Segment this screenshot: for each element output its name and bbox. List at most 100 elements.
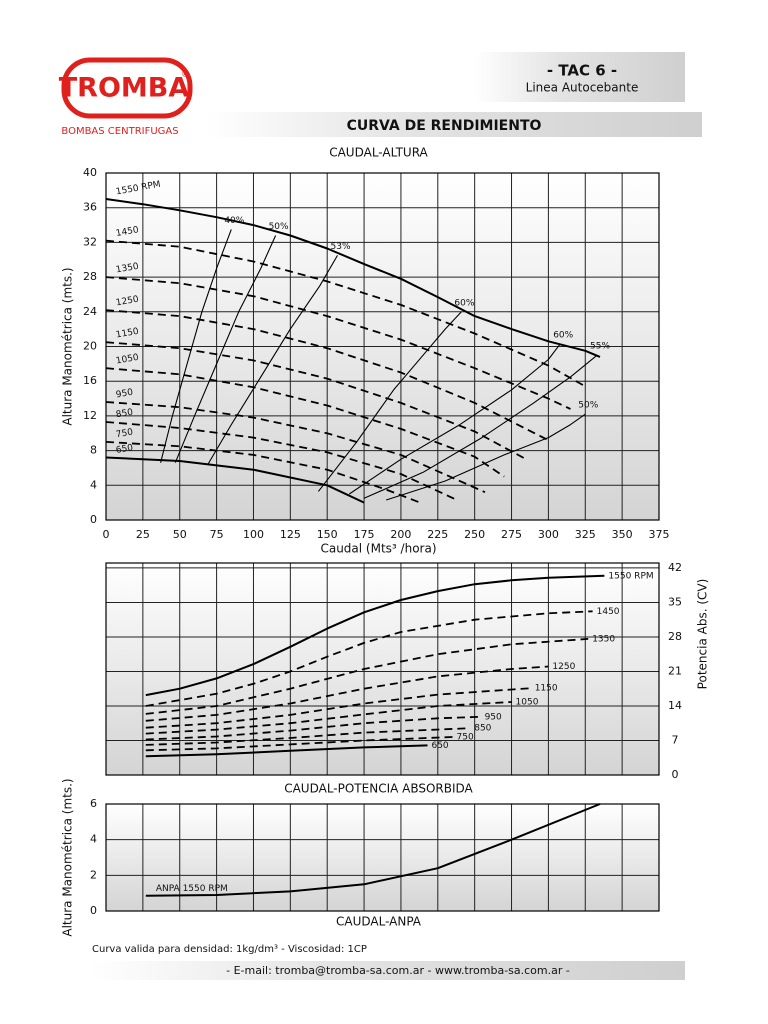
y-tick-label: 32: [83, 235, 97, 248]
y-axis-label: Altura Manométrica (mts.): [61, 778, 75, 936]
x-axis-label: Caudal (Mts³ /hora): [320, 542, 436, 556]
curve-label: 60%: [454, 298, 474, 308]
y-tick-label: 24: [83, 305, 97, 318]
curve: [174, 235, 277, 463]
curve: [145, 610, 593, 707]
curve-label: 1550 RPM: [608, 571, 653, 581]
chart-title: CAUDAL-ALTURA: [329, 146, 428, 160]
curve-label: 850: [474, 724, 491, 734]
curve-label: 50%: [269, 222, 289, 232]
x-tick-label: 50: [173, 528, 187, 541]
curve-label: 1350: [115, 262, 140, 276]
curve-label: 1050: [516, 698, 539, 708]
y-tick-label: 28: [83, 270, 97, 283]
curve: [105, 309, 549, 442]
y-tick-label: 28: [668, 630, 682, 643]
footer: - E-mail: tromba@tromba-sa.com.ar - www.…: [226, 964, 570, 977]
y-tick-label: 21: [668, 664, 682, 677]
y-tick-label: 0: [90, 513, 97, 526]
chart-title: CAUDAL-ANPA: [336, 915, 422, 929]
x-tick-label: 200: [390, 528, 411, 541]
curve: [145, 687, 531, 729]
curve: [363, 354, 598, 499]
curve: [105, 239, 586, 388]
chart-title: CAUDAL-POTENCIA ABSORBIDA: [284, 782, 473, 796]
y-tick-label: 20: [83, 340, 97, 353]
curve: [145, 665, 549, 722]
curve-label: 850: [115, 408, 134, 421]
curve-label: 50%: [578, 401, 598, 411]
curve: [145, 638, 589, 715]
x-tick-label: 275: [501, 528, 522, 541]
curve: [105, 276, 571, 410]
x-tick-label: 325: [575, 528, 596, 541]
curve-label: 55%: [590, 342, 610, 352]
y-tick-label: 4: [90, 833, 97, 846]
plot-frame: [105, 562, 660, 776]
y-tick-label: 36: [83, 201, 97, 214]
curve-label: 950: [115, 388, 134, 401]
y-tick-label: 0: [672, 768, 679, 781]
y-tick-label: 4: [90, 478, 97, 491]
y-tick-label: 2: [90, 868, 97, 881]
y-tick-label: 8: [90, 444, 97, 457]
x-tick-label: 150: [317, 528, 338, 541]
x-tick-label: 25: [136, 528, 150, 541]
y-tick-label: 16: [83, 374, 97, 387]
x-tick-label: 375: [649, 528, 670, 541]
plot-frame: [105, 803, 660, 912]
curve: [105, 401, 486, 494]
x-tick-label: 125: [280, 528, 301, 541]
y-tick-label: 40: [83, 166, 97, 179]
y-tick-label: 6: [90, 797, 97, 810]
y-axis-label: Altura Manométrica (mts.): [61, 267, 75, 425]
curve: [145, 715, 481, 741]
curve-label: 750: [115, 427, 134, 440]
curve: [105, 456, 365, 504]
curve-label: 950: [485, 712, 502, 722]
x-tick-label: 225: [427, 528, 448, 541]
curve-label: 40%: [224, 216, 244, 226]
section-bar: [205, 112, 702, 137]
plot-frame: [105, 172, 660, 521]
curve: [105, 341, 527, 461]
curve: [160, 229, 232, 463]
curve-label: 60%: [553, 330, 573, 340]
logo-tagline: BOMBAS CENTRIFUGAS: [61, 126, 178, 137]
curve-label: 1250: [115, 295, 140, 309]
y-axis-label: Potencia Abs. (CV): [696, 579, 710, 690]
y-tick-label: 35: [668, 595, 682, 608]
curve: [145, 736, 453, 752]
curve: [105, 421, 458, 501]
curve-label: 1450: [597, 607, 620, 617]
curve-label: 1050: [115, 353, 140, 367]
x-tick-label: 75: [210, 528, 224, 541]
x-tick-label: 250: [464, 528, 485, 541]
x-tick-label: 300: [538, 528, 559, 541]
curve: [105, 198, 601, 358]
curve: [348, 343, 561, 495]
note: Curva valida para densidad: 1kg/dm³ - Vi…: [92, 944, 367, 955]
model: - TAC 6 -: [547, 62, 617, 80]
curve-label: 1250: [552, 662, 575, 672]
curve: [145, 727, 471, 746]
section-title: CURVA DE RENDIMIENTO: [347, 118, 542, 134]
logo-registered: ®: [181, 70, 189, 79]
x-tick-label: 100: [243, 528, 264, 541]
header-box: [474, 52, 685, 102]
curve: [386, 413, 586, 501]
curve-label: 1150: [535, 684, 558, 694]
curve-label: 650: [115, 443, 134, 456]
footer-bar: [90, 961, 685, 980]
curve: [145, 574, 605, 697]
curve: [105, 367, 505, 478]
curve-label: 650: [431, 741, 448, 751]
logo-name: TROMBA: [59, 73, 190, 104]
curve: [105, 441, 421, 504]
curve: [145, 701, 512, 735]
y-tick-label: 12: [83, 409, 97, 422]
y-tick-label: 42: [668, 561, 682, 574]
x-tick-label: 350: [612, 528, 633, 541]
y-tick-label: 14: [668, 699, 682, 712]
